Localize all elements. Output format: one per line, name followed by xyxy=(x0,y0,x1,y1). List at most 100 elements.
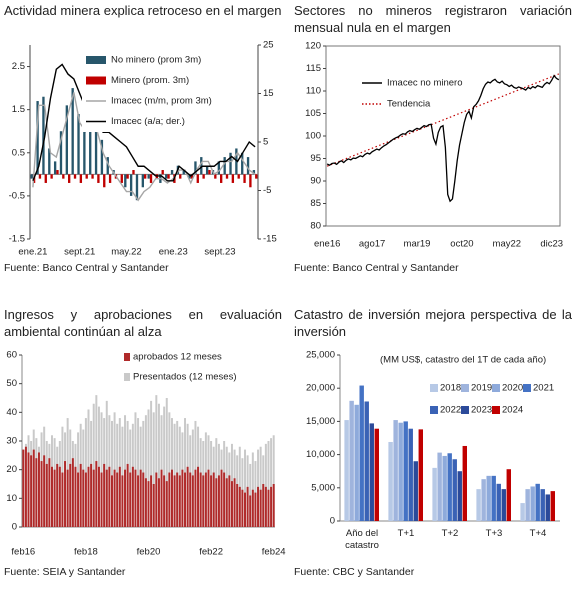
bar xyxy=(249,174,252,188)
bar xyxy=(36,101,39,175)
source-note: Fuente: CBC y Santander xyxy=(294,566,415,578)
line-series xyxy=(32,63,256,182)
bar xyxy=(35,458,38,527)
bar xyxy=(393,420,398,521)
bar xyxy=(129,472,132,527)
bar xyxy=(50,174,53,179)
bar xyxy=(403,421,408,521)
bar xyxy=(199,472,202,527)
bar xyxy=(65,105,68,175)
bar xyxy=(223,472,226,527)
bar xyxy=(30,455,33,527)
bar xyxy=(163,406,166,527)
bar xyxy=(233,478,236,527)
x-tick-label: T+1 xyxy=(397,528,415,539)
y-tick-label: 100 xyxy=(305,131,321,142)
bar xyxy=(167,174,170,179)
bar xyxy=(486,475,491,521)
bar xyxy=(40,461,43,527)
bar xyxy=(530,486,535,521)
bar xyxy=(168,472,171,527)
bar xyxy=(95,395,98,527)
bar xyxy=(194,161,197,175)
bar xyxy=(165,174,168,179)
bar xyxy=(252,170,256,175)
bar xyxy=(84,472,87,527)
bar xyxy=(236,484,239,527)
bar xyxy=(251,489,254,527)
legend-swatch xyxy=(124,373,130,381)
bar xyxy=(160,469,163,527)
bar xyxy=(354,404,359,521)
bar xyxy=(165,398,168,527)
bar xyxy=(173,475,176,527)
legend-label: Imacec (m/m, prom 3m) xyxy=(111,96,212,107)
bar xyxy=(447,453,452,521)
bar xyxy=(170,170,174,175)
bar xyxy=(97,406,100,527)
legend-swatch xyxy=(492,406,500,414)
bar xyxy=(64,461,67,527)
y-tick-label: 25 xyxy=(263,40,274,51)
bar xyxy=(200,157,203,175)
bar xyxy=(83,126,86,175)
y-tick-label: 0.5 xyxy=(12,147,25,158)
y-tick-label: 25,000 xyxy=(306,350,335,361)
bar xyxy=(79,174,83,183)
bar xyxy=(137,475,140,527)
bar xyxy=(254,492,257,527)
legend-label: 2023 xyxy=(471,405,492,416)
bar xyxy=(264,443,267,527)
bar xyxy=(71,88,74,175)
bar xyxy=(24,446,27,527)
bar xyxy=(344,420,349,521)
x-tick-label: dic23 xyxy=(540,239,563,250)
y-tick-label: 10 xyxy=(6,493,17,504)
bar xyxy=(120,174,123,183)
bar xyxy=(147,174,150,179)
bar xyxy=(182,170,185,175)
bar xyxy=(398,422,403,521)
y-tick-label: -5 xyxy=(263,185,271,196)
bar xyxy=(105,469,108,527)
bar xyxy=(144,174,147,179)
bar xyxy=(56,170,59,175)
bar xyxy=(223,157,226,175)
bar xyxy=(32,449,35,527)
bar xyxy=(157,403,160,527)
chart-title: Sectores no mineros registraron variació… xyxy=(294,3,572,35)
chart-title: Actividad minera explica retroceso en el… xyxy=(4,3,282,18)
legend-label: 2024 xyxy=(502,405,523,416)
bar xyxy=(135,174,139,201)
y-tick-label: 5,000 xyxy=(311,482,335,493)
bar xyxy=(74,466,77,527)
bar xyxy=(61,472,64,527)
bar xyxy=(259,489,262,527)
x-tick-label: T+3 xyxy=(485,528,503,539)
bar xyxy=(129,174,133,196)
panel: Ingresos y aprobaciones en evaluación am… xyxy=(0,304,287,604)
bar xyxy=(212,472,215,527)
panel: Catastro de inversión mejora perspectiva… xyxy=(290,304,577,604)
x-tick-label: feb18 xyxy=(74,547,98,558)
bar xyxy=(144,478,147,527)
source-note: Fuente: Banco Central y Santander xyxy=(294,262,459,274)
bar xyxy=(188,174,191,179)
chart: 80 85 90 95 100 105 110 115 120 ene16 ago17 mar19 oc… xyxy=(305,41,563,250)
x-tick-label: T+4 xyxy=(529,528,547,539)
bar xyxy=(170,469,173,527)
bar xyxy=(181,469,184,527)
y-tick-label: -0.5 xyxy=(9,190,25,201)
chart-title: Catastro de inversión mejora perspectiva… xyxy=(294,307,572,339)
bar xyxy=(369,423,374,521)
bar xyxy=(246,157,250,175)
bar xyxy=(142,472,145,527)
chart: -1.5 -0.5 0.5 1.5 2.5 -15 -5 5 15 25 ene.21 sept.21… xyxy=(9,40,277,258)
bar xyxy=(73,174,77,179)
bar xyxy=(202,475,205,527)
bar xyxy=(134,469,137,527)
bar xyxy=(418,429,423,521)
bar xyxy=(388,441,393,521)
bar xyxy=(413,461,418,521)
bar xyxy=(38,174,42,179)
